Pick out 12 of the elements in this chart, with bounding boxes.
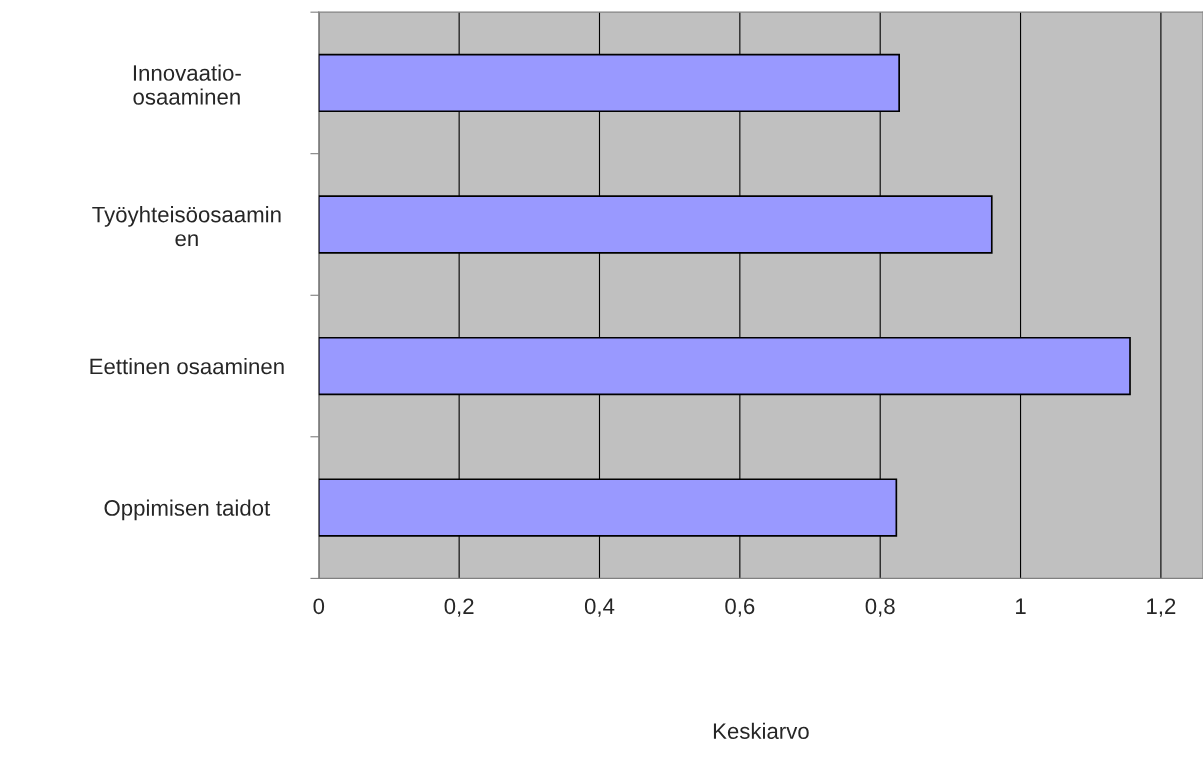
x-tick-label: 0,4 — [584, 598, 615, 617]
y-tick-label: Innovaatio- osaaminen — [133, 64, 241, 105]
x-tick-label: 1 — [1016, 598, 1026, 614]
x-tick-label: 0,6 — [725, 598, 755, 617]
x-tick-label: 0,8 — [865, 598, 895, 617]
x-tick-label: 1,2 — [1147, 598, 1176, 617]
x-tick-label: 0,2 — [444, 598, 474, 617]
y-tick-label: Oppimisen taidot — [104, 499, 271, 521]
y-tick-label: Työyhteisöosaamin en — [92, 206, 281, 247]
y-tick-label: Eettinen osaaminen — [90, 357, 284, 375]
x-tick-label: 0 — [313, 598, 325, 615]
x-axis-title: Keskiarvo — [713, 722, 809, 740]
